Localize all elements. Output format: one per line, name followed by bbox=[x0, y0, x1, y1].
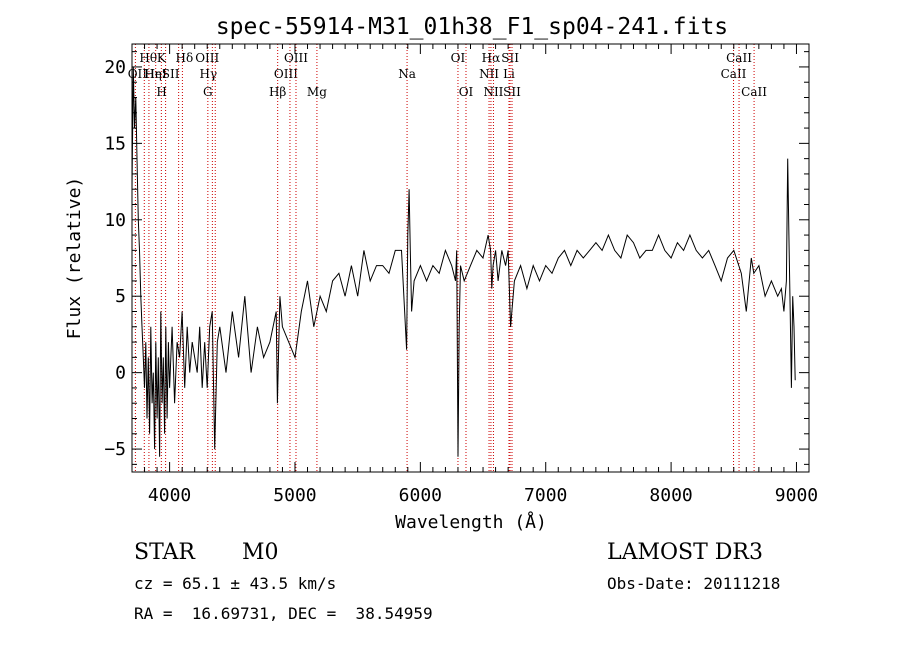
spectrum-line bbox=[131, 66, 796, 457]
line-label-0: OII bbox=[128, 67, 148, 81]
x-axis-label: Wavelength (Å) bbox=[395, 511, 547, 533]
y-tick-label: 0 bbox=[115, 363, 126, 384]
survey-name: LAMOST DR3 bbox=[607, 540, 763, 565]
line-label-24: CaII bbox=[721, 67, 747, 81]
object-subclass: M0 bbox=[242, 540, 279, 565]
line-label-20: NII bbox=[483, 85, 503, 99]
line-label-7: Hδ bbox=[176, 51, 194, 65]
line-label-1: Hθ bbox=[139, 51, 157, 65]
line-label-8: G bbox=[203, 85, 213, 99]
line-label-16: OI bbox=[451, 51, 466, 65]
line-label-11: Hβ bbox=[269, 85, 286, 99]
line-label-13: OIII bbox=[284, 51, 308, 65]
y-tick-label: 15 bbox=[104, 133, 126, 154]
x-tick-label: 7000 bbox=[524, 485, 567, 506]
line-label-6: SII bbox=[162, 67, 180, 81]
y-tick-label: 10 bbox=[104, 210, 126, 231]
emission-line-markers: OIIHθHηHeIKHSIIHδGHγOIIIHβOIIIOIIIMgNaOI… bbox=[128, 44, 767, 472]
line-label-23: SII bbox=[503, 85, 521, 99]
line-label-26: CaII bbox=[741, 85, 767, 99]
x-tick-label: 6000 bbox=[399, 485, 442, 506]
plot-frame bbox=[131, 43, 810, 473]
line-label-12: OIII bbox=[274, 67, 298, 81]
y-axis: −5 0 5 10 15 20 bbox=[104, 51, 809, 465]
line-label-21: Li bbox=[503, 67, 515, 81]
line-label-14: Mg bbox=[307, 85, 327, 99]
y-tick-label: 5 bbox=[115, 286, 126, 307]
y-axis-label: Flux (relative) bbox=[64, 177, 85, 340]
line-label-9: Hγ bbox=[200, 67, 218, 81]
chart-title: spec-55914-M31_01h38_F1_sp04-241.fits bbox=[216, 14, 728, 40]
y-tick-label: −5 bbox=[104, 439, 126, 460]
object-class: STAR bbox=[134, 540, 195, 565]
coordinates: RA = 16.69731, DEC = 38.54959 bbox=[134, 604, 433, 623]
line-label-5: H bbox=[156, 85, 166, 99]
line-label-10: OIII bbox=[195, 51, 219, 65]
x-tick-label: 9000 bbox=[775, 485, 818, 506]
line-label-2: Hη bbox=[144, 67, 162, 81]
line-label-22: SII bbox=[501, 51, 519, 65]
line-label-25: CaII bbox=[726, 51, 752, 65]
line-label-19: Hα bbox=[482, 51, 501, 65]
x-tick-label: 8000 bbox=[649, 485, 692, 506]
line-label-15: Na bbox=[398, 67, 416, 81]
x-tick-label: 5000 bbox=[273, 485, 316, 506]
line-label-17: OI bbox=[459, 85, 474, 99]
x-tick-label: 4000 bbox=[148, 485, 191, 506]
line-label-18: NII bbox=[479, 67, 499, 81]
line-label-4: K bbox=[157, 51, 167, 65]
x-axis: 4000 5000 6000 7000 8000 9000 bbox=[131, 44, 818, 506]
observation-date: Obs-Date: 20111218 bbox=[607, 574, 781, 593]
redshift-velocity: cz = 65.1 ± 43.5 km/s bbox=[134, 574, 337, 593]
y-tick-label: 20 bbox=[104, 57, 126, 78]
